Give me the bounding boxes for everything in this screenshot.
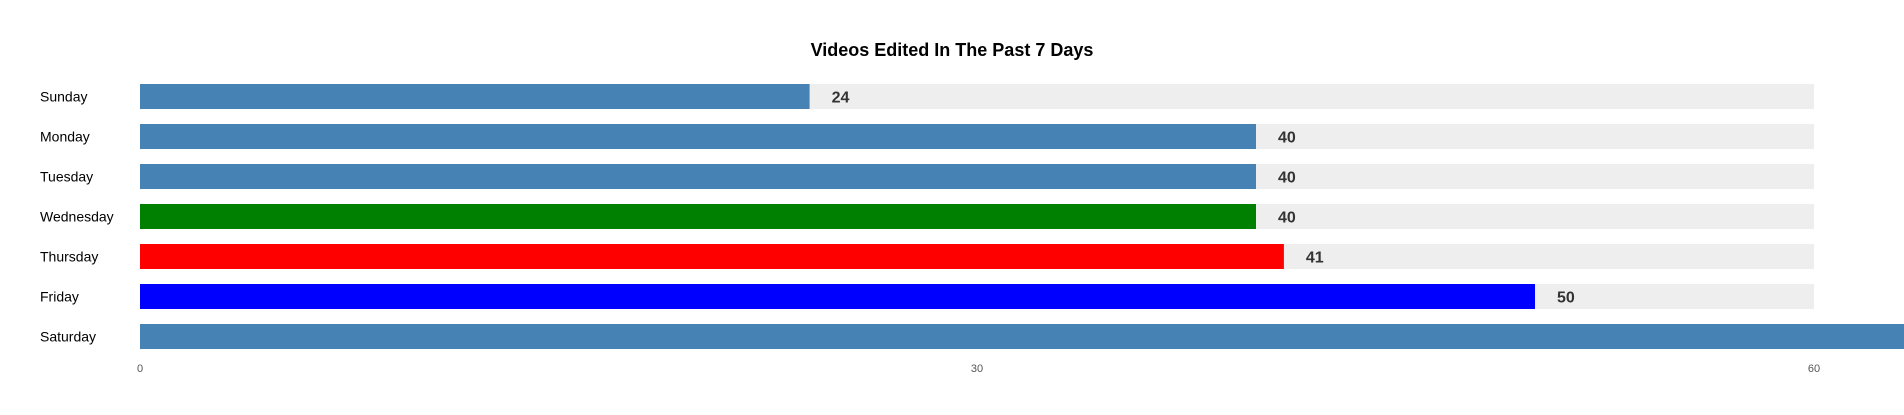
category-label-friday: Friday	[40, 289, 79, 305]
bar-monday	[140, 124, 1256, 149]
category-label-thursday: Thursday	[40, 249, 98, 265]
chart-title: Videos Edited In The Past 7 Days	[811, 40, 1094, 60]
bar-saturday	[140, 324, 1904, 349]
bar-thursday	[140, 244, 1284, 269]
bar-wednesday	[140, 204, 1256, 229]
x-tick-label: 30	[971, 363, 983, 375]
value-label-monday: 40	[1278, 130, 1296, 147]
value-label-friday: 50	[1557, 290, 1575, 307]
category-label-tuesday: Tuesday	[40, 169, 93, 185]
category-label-monday: Monday	[40, 129, 90, 145]
x-tick-label: 60	[1808, 363, 1820, 375]
category-label-wednesday: Wednesday	[40, 209, 114, 225]
x-axis-ticks: 0 30 60	[137, 363, 1820, 375]
value-label-thursday: 41	[1306, 250, 1324, 267]
value-labels: 24 40 40 40 41 50	[832, 90, 1575, 307]
value-label-tuesday: 40	[1278, 170, 1296, 187]
value-label-sunday: 24	[832, 90, 850, 107]
x-tick-label: 0	[137, 363, 143, 375]
category-labels: Sunday Monday Tuesday Wednesday Thursday Frid…	[40, 89, 114, 345]
bars	[140, 84, 1904, 349]
category-label-sunday: Sunday	[40, 89, 87, 105]
category-label-saturday: Saturday	[40, 329, 96, 345]
value-label-wednesday: 40	[1278, 210, 1296, 227]
bar-sunday	[140, 84, 810, 109]
bar-tuesday	[140, 164, 1256, 189]
bar-friday	[140, 284, 1535, 309]
